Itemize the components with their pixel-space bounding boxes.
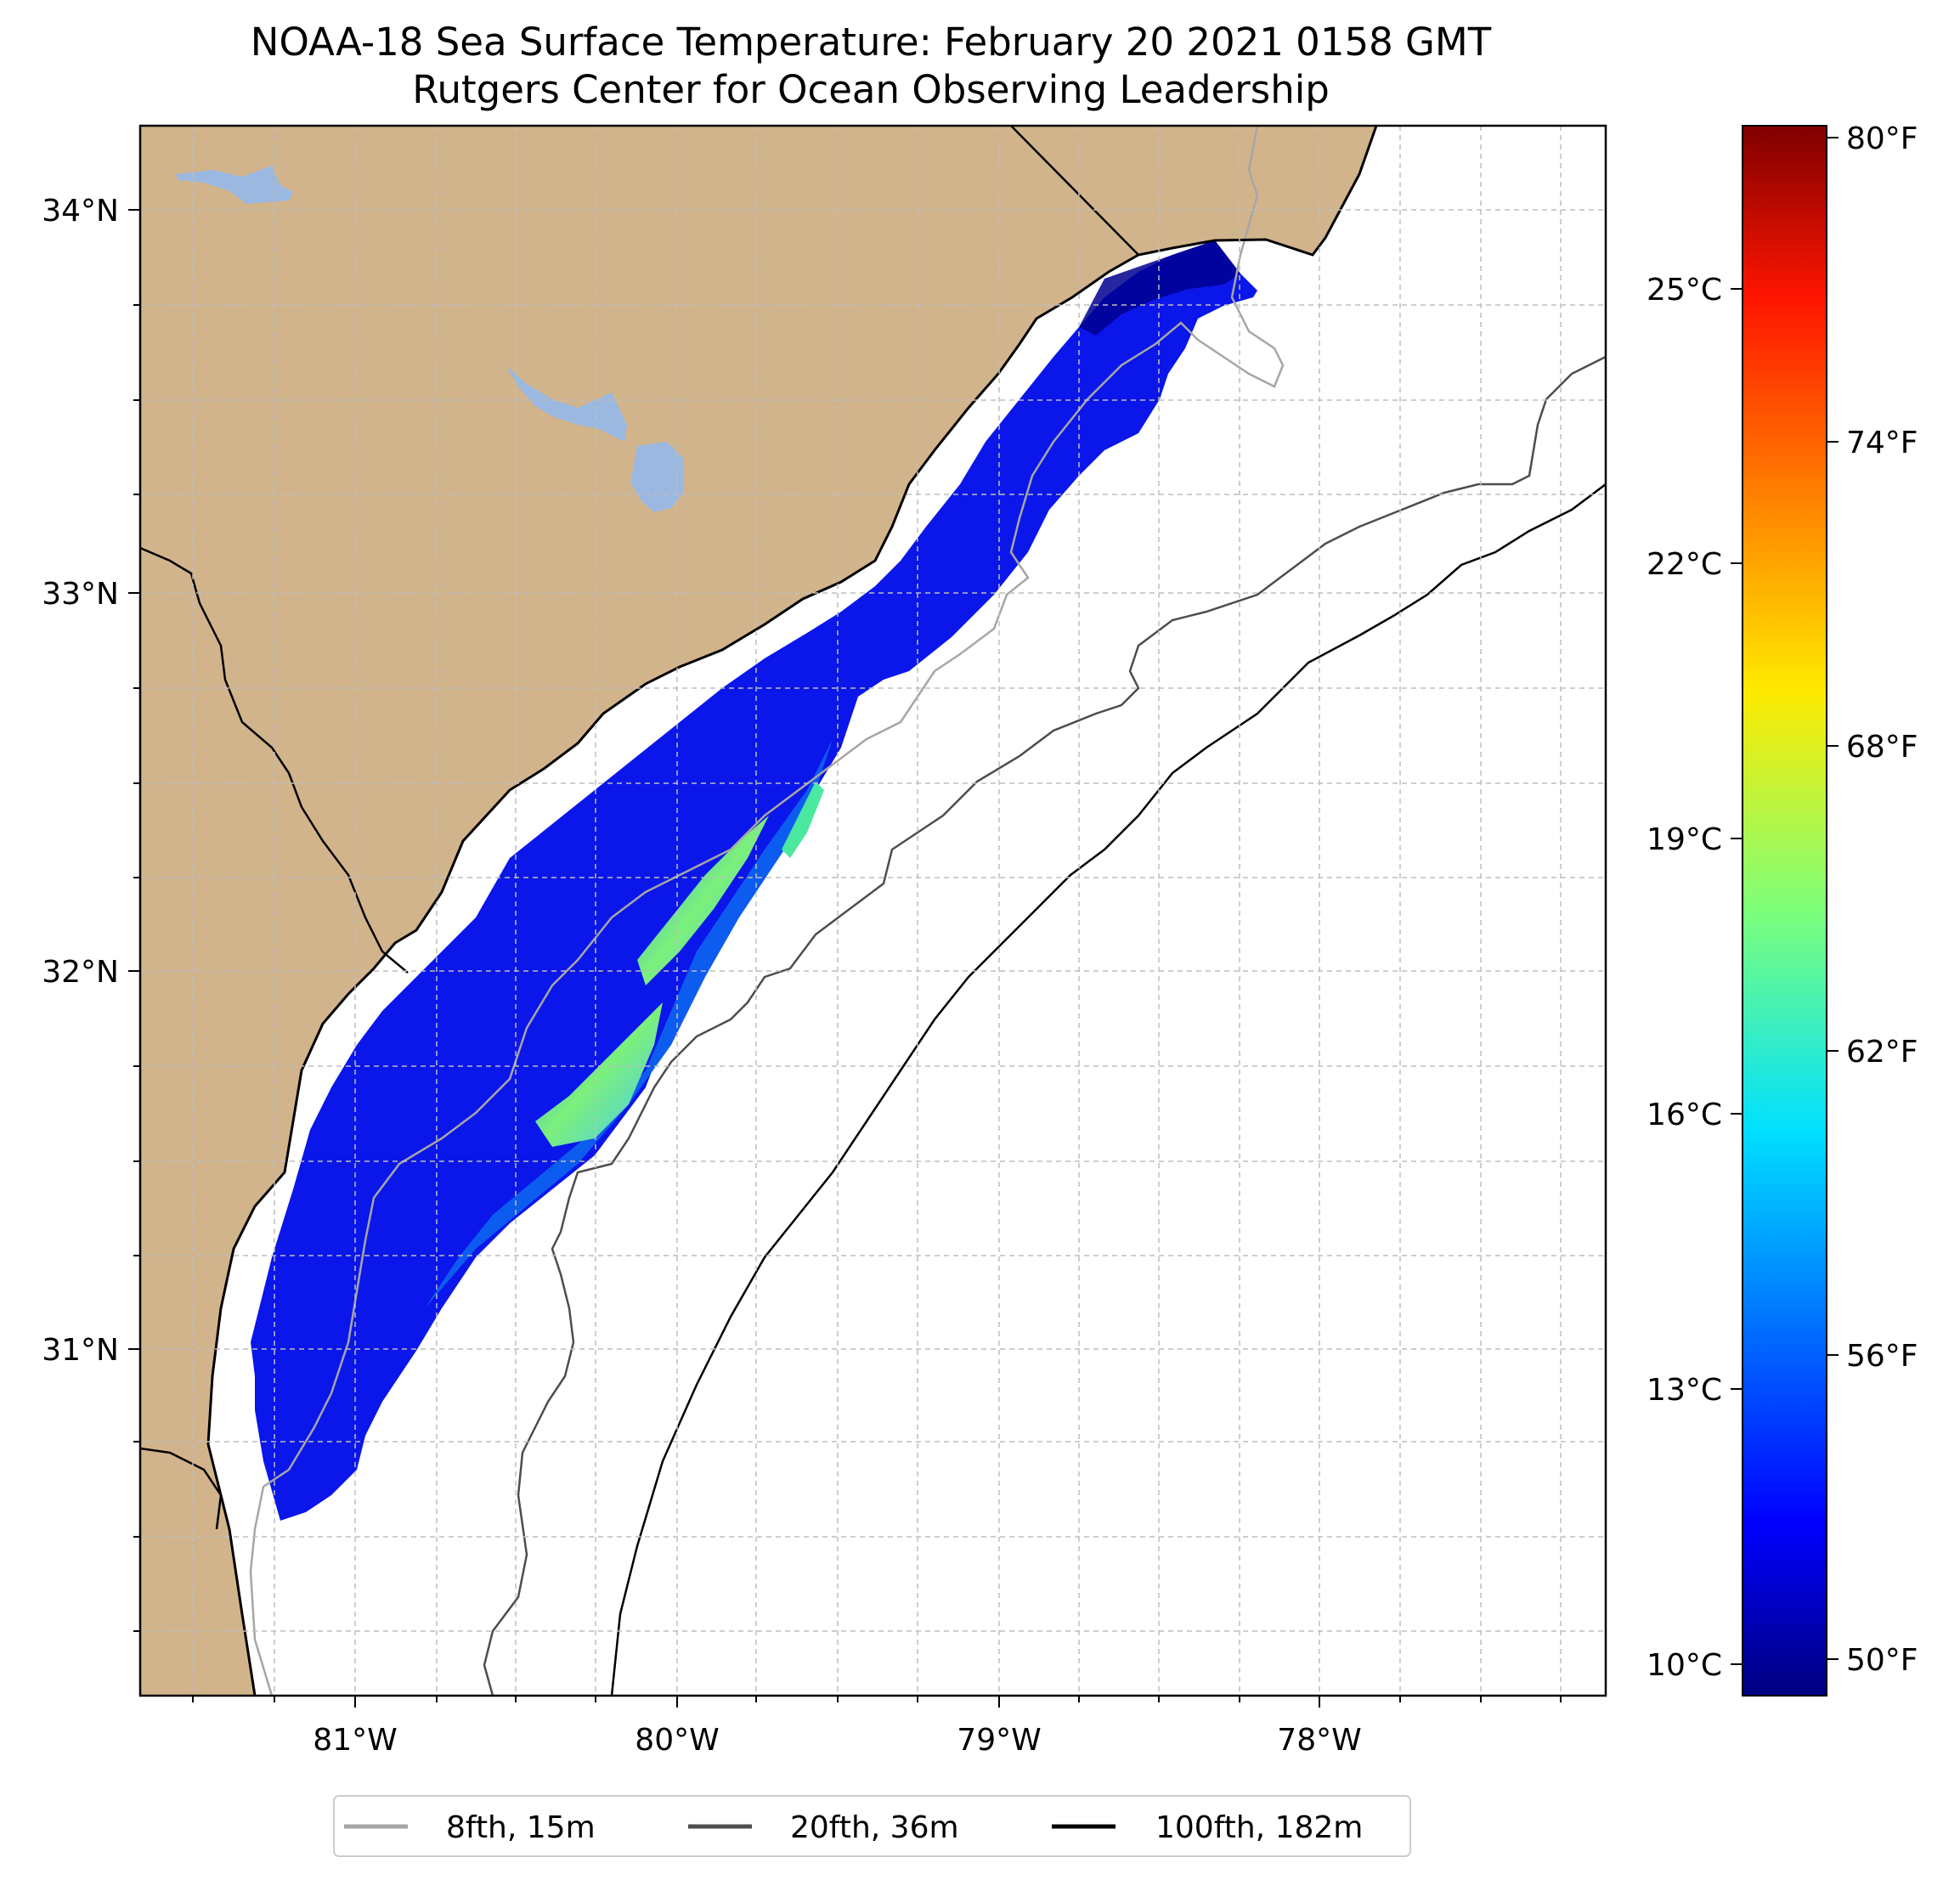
gridlines [140, 126, 1606, 1696]
georgia-florida-border [140, 1447, 223, 1530]
legend-box [333, 1795, 1411, 1857]
lat-tick-label: 31°N [42, 1333, 119, 1368]
colorbar-fahrenheit-label: 68°F [1846, 730, 1918, 765]
lake-hartwell [176, 166, 293, 204]
colorbar-fahrenheit-label: 80°F [1846, 121, 1918, 156]
lon-tick-label: 80°W [635, 1723, 719, 1758]
colorbar-celsius-label: 13°C [1647, 1373, 1722, 1408]
colorbar-celsius-label: 10°C [1647, 1648, 1722, 1683]
lat-axis [128, 209, 140, 1632]
colorbar-fahrenheit-label: 74°F [1846, 426, 1918, 460]
chart-title: NOAA-18 Sea Surface Temperature: Februar… [250, 20, 1492, 65]
colorbar-celsius-label: 22°C [1647, 547, 1722, 582]
sst-warm-region-south [535, 1002, 663, 1147]
isobath-100fth [610, 483, 1606, 1696]
sst-mid-region [425, 739, 833, 1308]
map-frame [138, 124, 1607, 1697]
sst-dark-nearshore [1079, 240, 1240, 336]
colorbar-celsius-label: 19°C [1647, 822, 1722, 857]
sst-warm-region-north [637, 816, 769, 985]
legend-label: 20fth, 36m [790, 1810, 959, 1845]
lon-tick-label: 81°W [313, 1723, 397, 1758]
lon-tick-label: 78°W [1277, 1723, 1361, 1758]
colorbar: 25°C 22°C 19°C 16°C 13°C 10°C 80°F 74°F … [1647, 121, 1918, 1697]
chart-subtitle: Rutgers Center for Ocean Observing Leade… [412, 67, 1330, 112]
savannah-river [140, 546, 409, 974]
colorbar-fahrenheit-label: 50°F [1846, 1643, 1918, 1678]
colorbar-celsius-label: 16°C [1647, 1098, 1722, 1132]
legend: 8fth, 15m 20fth, 36m 100fth, 182m [333, 1795, 1411, 1857]
lat-tick-label: 33°N [42, 577, 119, 612]
sst-green-filament [782, 782, 824, 858]
isobath-20fth [483, 355, 1606, 1696]
colorbar-fahrenheit-label: 56°F [1846, 1339, 1918, 1374]
legend-label: 100fth, 182m [1155, 1810, 1363, 1845]
colorbar-celsius-label: 25°C [1647, 273, 1722, 308]
colorbar-gradient [1742, 125, 1827, 1697]
colorbar-fahrenheit-label: 62°F [1846, 1035, 1918, 1070]
lat-tick-label: 34°N [42, 194, 119, 229]
land-mass [140, 126, 1376, 1696]
lat-tick-label: 32°N [42, 955, 119, 990]
isobath-8fth [249, 126, 1285, 1696]
lake-marion [506, 365, 627, 442]
coastline [206, 126, 1378, 1696]
lake-moultrie [630, 442, 684, 512]
state-border-nc-sc [1010, 126, 1139, 256]
lon-axis [192, 1696, 1562, 1708]
legend-label: 8fth, 15m [446, 1810, 596, 1845]
sst-swath [251, 240, 1257, 1521]
lon-tick-label: 79°W [957, 1723, 1041, 1758]
